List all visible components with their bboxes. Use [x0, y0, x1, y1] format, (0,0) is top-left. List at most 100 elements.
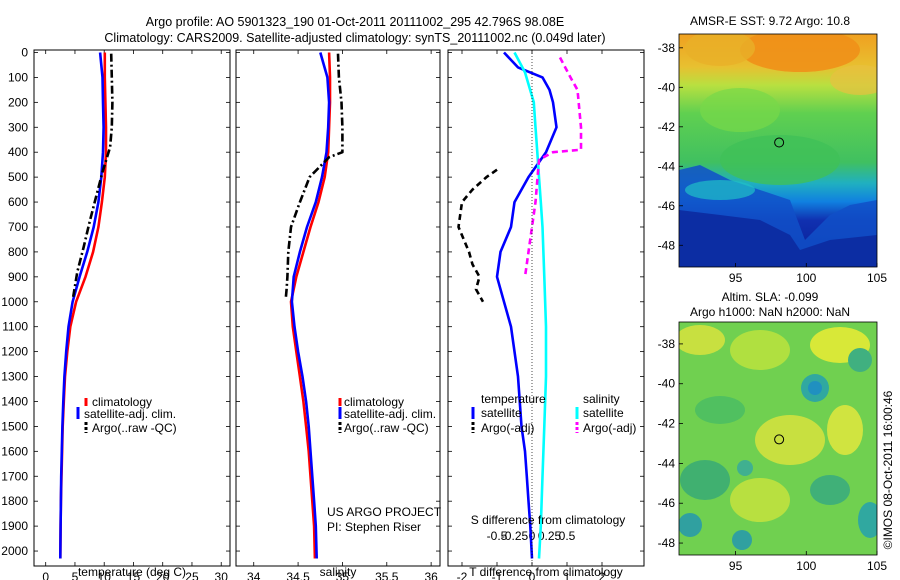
series-line-climatology — [59, 52, 108, 559]
legend-label-s-argo: Argo(-adj) — [583, 421, 636, 435]
x-tick-label: -1 — [492, 570, 503, 580]
map-y-tick-label: -44 — [658, 159, 676, 173]
depth-tick-label: 1300 — [1, 370, 28, 384]
series-line-argo-raw-qc — [71, 53, 114, 298]
map-x-tick-label: 100 — [796, 559, 816, 573]
series-line-satellite-adj-clim — [59, 52, 105, 559]
sst-map-image — [679, 34, 877, 267]
depth-tick-label: 2000 — [1, 544, 28, 558]
figure-title-line1: Argo profile: AO 5901323_190 01-Oct-2011… — [146, 15, 564, 29]
map-y-tick-label: -46 — [658, 199, 676, 213]
s-difference-axis-label: S difference from climatology — [471, 513, 626, 527]
map-x-tick-label: 95 — [729, 271, 743, 285]
map-x-tick-label: 105 — [867, 271, 887, 285]
imos-timestamp: ©IMOS 08-Oct-2011 16:00:46 — [881, 390, 895, 549]
legend-label-t-satellite: satellite — [481, 406, 522, 420]
temperature-plot: 0 5 10 15 20 25 30 — [34, 50, 230, 580]
sla-map-frame — [678, 321, 878, 556]
x-tick-label: 34 — [247, 570, 261, 580]
pi-credit: PI: Stephen Riser — [327, 520, 421, 534]
temperature-axis-label: temperature (deg C) — [78, 565, 186, 579]
x-tick-label: 30 — [215, 570, 229, 580]
salinity-panel-frame — [235, 49, 441, 567]
legend-label-climatology: climatology — [344, 395, 404, 409]
map-y-tick-label: -38 — [658, 337, 676, 351]
sla-argo-location-marker — [774, 434, 785, 445]
x-tick-label: 10 — [98, 570, 112, 580]
sst-map-axes: 95 100 105 -38 -40 -42 -44 -46 -48 — [658, 41, 888, 285]
depth-tick-label: 1800 — [1, 494, 28, 508]
sst-map-title: AMSR-E SST: 9.72 Argo: 10.8 — [690, 14, 850, 28]
depth-tick-label: 200 — [8, 95, 28, 109]
series-line-climatology — [289, 52, 332, 559]
legend-label-climatology: climatology — [92, 395, 152, 409]
depth-tick-label: 1000 — [1, 295, 28, 309]
depth-tick-label: 900 — [8, 270, 28, 284]
x-tick-label: 36 — [424, 570, 438, 580]
map-x-tick-label: 95 — [729, 559, 743, 573]
series-line-argo-adj — [523, 56, 583, 277]
sla-map-image — [679, 322, 877, 555]
legend-label-s-satellite: satellite — [583, 406, 624, 420]
salinity-legend: climatology satellite-adj. clim. Argo(..… — [338, 395, 436, 435]
series-line-argo-raw-qc — [284, 53, 344, 300]
series-line-satellite-adj-clim — [290, 52, 331, 559]
depth-tick-label: 1600 — [1, 444, 28, 458]
map-y-tick-label: -42 — [658, 120, 676, 134]
map-y-tick-label: -40 — [658, 377, 676, 391]
map-y-tick-label: -48 — [658, 238, 676, 252]
map-y-tick-label: -38 — [658, 41, 676, 55]
x-tick-label: 0 — [42, 570, 49, 580]
map-x-tick-label: 100 — [796, 271, 816, 285]
depth-tick-label: 1500 — [1, 419, 28, 433]
legend-header-salinity: salinity — [583, 392, 620, 406]
s-tick-label: 0.5 — [559, 529, 576, 543]
s-tick-label: -0.5 — [487, 529, 508, 543]
depth-tick-label: 600 — [8, 195, 28, 209]
depth-tick-label: 1200 — [1, 345, 28, 359]
x-tick-label: 0 — [529, 570, 536, 580]
sst-map-frame — [678, 33, 878, 268]
s-tick-label: -0.25 — [501, 529, 529, 543]
x-tick-label: 35 — [336, 570, 350, 580]
salinity-plot: 34 34.5 35 35.5 36 — [236, 50, 440, 580]
x-tick-label: 20 — [156, 570, 170, 580]
sla-map-title: Altim. SLA: -0.099 — [722, 290, 819, 304]
project-credit: US ARGO PROJECT — [327, 505, 442, 519]
legend-header-temperature: temperature — [481, 392, 546, 406]
map-y-tick-label: -40 — [658, 80, 676, 94]
legend-label-satellite-adj: satellite-adj. clim. — [344, 407, 436, 421]
salinity-axis-label: salinity — [320, 565, 357, 579]
x-tick-label: 2 — [599, 570, 606, 580]
map-x-tick-label: 105 — [867, 559, 887, 573]
series-line-satellite — [495, 51, 558, 559]
legend-label-argo: Argo(..raw -QC) — [92, 421, 177, 435]
map-y-tick-label: -44 — [658, 456, 676, 470]
figure-title-line2: Climatology: CARS2009. Satellite-adjuste… — [104, 31, 605, 45]
depth-axis: 0 100 200 300 400 500 600 700 800 900 1000 1100 1200… — [1, 45, 28, 558]
map-y-tick-label: -46 — [658, 496, 676, 510]
sla-map-axes: 95 100 105 -38 -40 -42 -44 -46 -48 — [658, 337, 888, 573]
s-tick-label: 0.25 — [538, 529, 562, 543]
x-tick-label: 35.5 — [375, 570, 399, 580]
depth-tick-label: 800 — [8, 245, 28, 259]
temperature-panel-frame — [33, 49, 231, 567]
series-line-satellite — [513, 51, 548, 559]
legend-label-argo: Argo(..raw -QC) — [344, 421, 429, 435]
depth-tick-label: 500 — [8, 170, 28, 184]
x-tick-label: 25 — [185, 570, 199, 580]
x-tick-label: 1 — [564, 570, 571, 580]
sst-argo-location-marker — [774, 137, 785, 148]
depth-tick-label: 700 — [8, 220, 28, 234]
sla-map-subtitle: Argo h1000: NaN h2000: NaN — [690, 305, 850, 319]
x-tick-label: 34.5 — [286, 570, 310, 580]
x-tick-label: -2 — [457, 570, 468, 580]
difference-legend: temperature salinity satellite Argo(-adj… — [471, 392, 636, 435]
depth-tick-label: 400 — [8, 145, 28, 159]
legend-label-satellite-adj: satellite-adj. clim. — [84, 407, 176, 421]
difference-panel-frame — [447, 49, 645, 567]
map-y-tick-label: -42 — [658, 417, 676, 431]
map-y-tick-label: -48 — [658, 536, 676, 550]
legend-label-t-argo: Argo(-adj) — [481, 421, 534, 435]
